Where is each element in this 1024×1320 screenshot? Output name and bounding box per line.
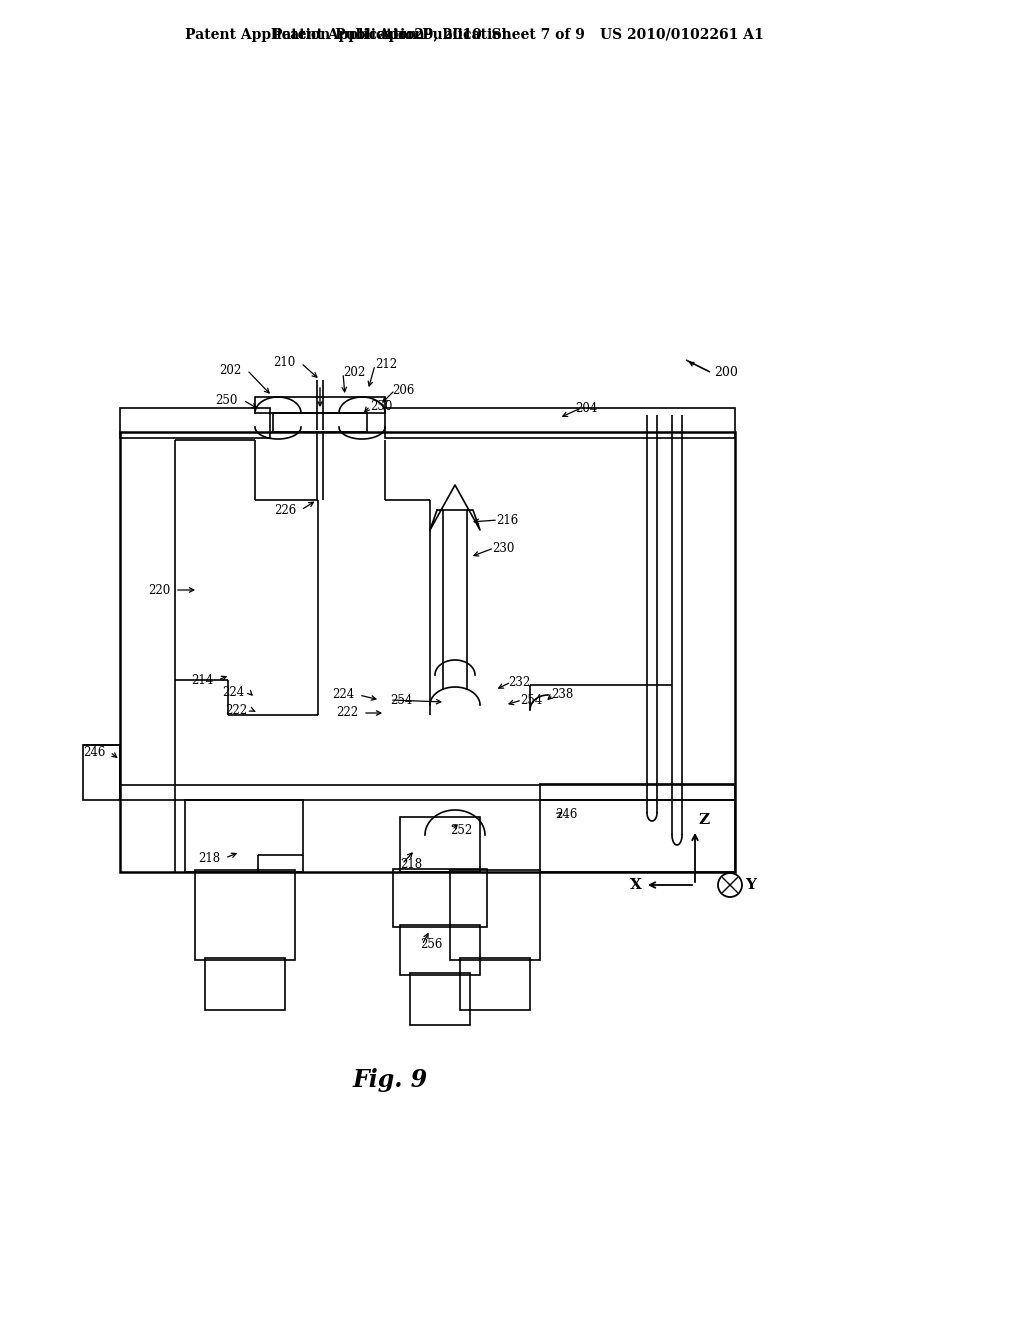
Bar [273, 413, 367, 432]
Text: 202: 202 [219, 363, 241, 376]
Bar [185, 800, 303, 873]
Text: Patent Application Publication: Patent Application Publication [272, 28, 512, 42]
Bar [450, 870, 540, 960]
Bar [393, 869, 487, 927]
Text: 216: 216 [496, 513, 518, 527]
Bar [120, 432, 735, 873]
Bar [410, 973, 470, 1026]
Text: 250: 250 [216, 393, 238, 407]
Text: 224: 224 [332, 689, 354, 701]
Text: 222: 222 [225, 704, 247, 717]
Text: 254: 254 [520, 693, 543, 706]
Text: 218: 218 [400, 858, 422, 870]
Text: 230: 230 [492, 541, 514, 554]
Bar [460, 958, 530, 1010]
Bar [540, 784, 735, 873]
Text: 206: 206 [392, 384, 415, 396]
Text: 250: 250 [370, 400, 392, 412]
Bar [83, 744, 120, 800]
Text: Z: Z [698, 813, 710, 828]
Text: 252: 252 [450, 824, 472, 837]
Bar [255, 397, 385, 413]
Text: 204: 204 [575, 401, 597, 414]
Text: Apr. 29, 2010  Sheet 7 of 9: Apr. 29, 2010 Sheet 7 of 9 [378, 28, 585, 42]
Text: 232: 232 [508, 676, 530, 689]
Text: 210: 210 [272, 355, 295, 368]
Text: Patent Application Publication: Patent Application Publication [185, 28, 425, 42]
Bar [400, 817, 480, 873]
Text: 214: 214 [190, 673, 213, 686]
Text: 256: 256 [420, 939, 442, 952]
Text: 200: 200 [714, 366, 738, 379]
Text: 220: 220 [147, 583, 170, 597]
Text: 246: 246 [84, 746, 106, 759]
Bar [195, 870, 295, 960]
Text: 238: 238 [551, 689, 573, 701]
Bar [120, 408, 270, 438]
Bar [385, 408, 735, 438]
Text: 212: 212 [375, 359, 397, 371]
Text: US 2010/0102261 A1: US 2010/0102261 A1 [600, 28, 764, 42]
Bar [205, 958, 285, 1010]
Text: X: X [630, 878, 642, 892]
Text: Y: Y [745, 878, 756, 892]
Text: 226: 226 [273, 503, 296, 516]
Text: 222: 222 [336, 706, 358, 719]
Text: 254: 254 [390, 693, 413, 706]
Text: 224: 224 [222, 685, 244, 698]
Text: 246: 246 [555, 808, 578, 821]
Text: 218: 218 [198, 851, 220, 865]
Bar [400, 925, 480, 975]
Text: Fig. 9: Fig. 9 [352, 1068, 428, 1092]
Text: 202: 202 [343, 367, 366, 380]
